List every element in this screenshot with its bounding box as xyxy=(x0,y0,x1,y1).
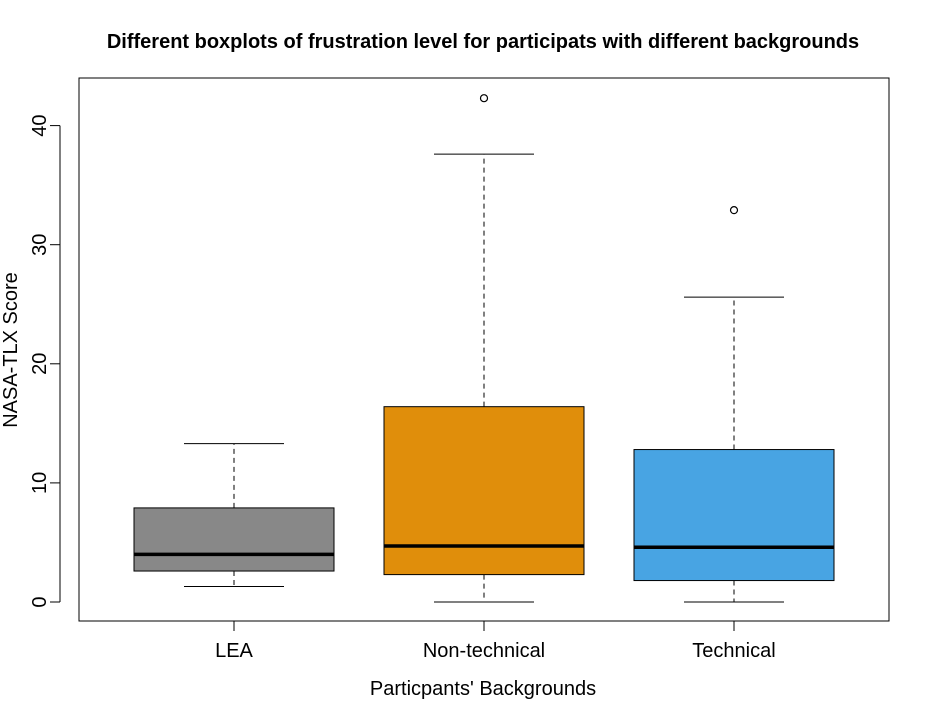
x-tick-label: LEA xyxy=(215,640,253,662)
y-tick-label: 10 xyxy=(29,472,51,494)
box-non-technical xyxy=(383,94,585,603)
x-tick-label: Non-technical xyxy=(423,640,545,662)
y-tick-label: 30 xyxy=(29,234,51,256)
box-iqr xyxy=(633,449,835,582)
box-series xyxy=(133,94,835,603)
y-tick-label: 20 xyxy=(29,353,51,375)
x-axis-label: Particpants' Backgrounds xyxy=(370,678,596,700)
x-axis: LEA Non-technical Technical xyxy=(215,620,776,662)
outlier-point xyxy=(479,94,489,103)
box-iqr xyxy=(133,507,335,572)
box-technical xyxy=(633,206,835,603)
y-axis: 0 10 20 30 40 xyxy=(29,114,61,608)
x-tick-label: Technical xyxy=(692,640,775,662)
y-tick-label: 40 xyxy=(29,114,51,136)
box-iqr xyxy=(383,406,585,576)
chart-title: Different boxplots of frustration level … xyxy=(107,31,859,53)
y-axis-label: NASA-TLX Score xyxy=(0,272,22,428)
box-lea xyxy=(133,443,335,588)
outlier-point xyxy=(729,206,739,215)
y-tick-label: 0 xyxy=(29,596,51,607)
